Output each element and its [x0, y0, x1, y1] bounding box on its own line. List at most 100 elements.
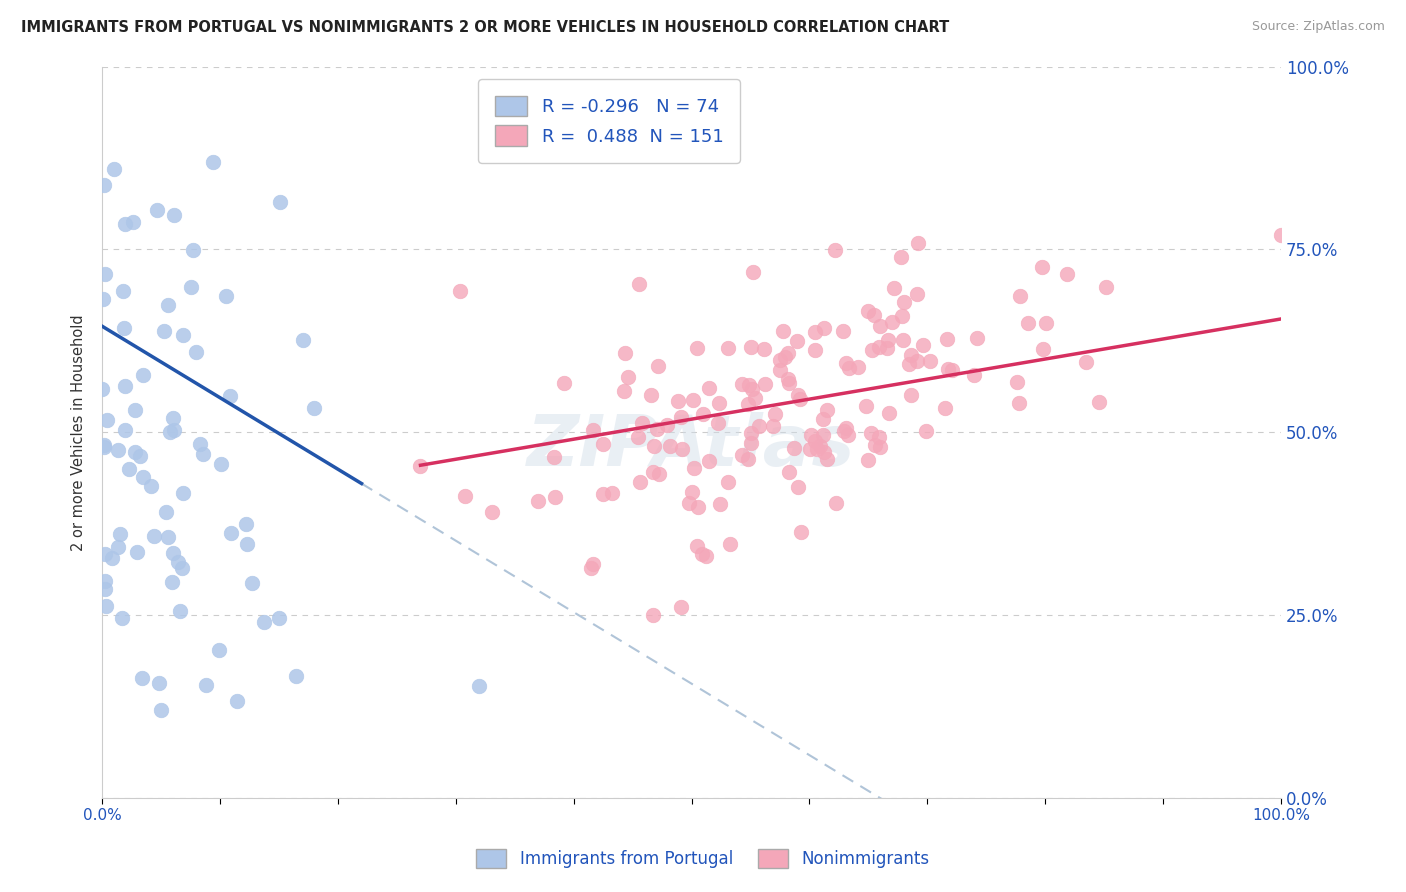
- Point: [157, 298, 180, 312]
- Point: [163, 208, 186, 222]
- Point: [124, 445, 146, 459]
- Point: [93, 292, 115, 306]
- Point: [697, 453, 720, 467]
- Point: [129, 450, 152, 464]
- Point: [740, 340, 762, 354]
- Point: [118, 462, 141, 476]
- Text: IMMIGRANTS FROM PORTUGAL VS NONIMMIGRANTS 2 OR MORE VEHICLES IN HOUSEHOLD CORREL: IMMIGRANTS FROM PORTUGAL VS NONIMMIGRANT…: [21, 20, 949, 35]
- Point: [146, 203, 169, 218]
- Point: [882, 315, 904, 329]
- Point: [838, 361, 860, 376]
- Legend: Immigrants from Portugal, Nonimmigrants: Immigrants from Portugal, Nonimmigrants: [470, 843, 936, 875]
- Point: [855, 399, 877, 413]
- Point: [1270, 227, 1292, 242]
- Point: [253, 615, 276, 629]
- Point: [860, 343, 883, 357]
- Point: [225, 694, 247, 708]
- Point: [783, 441, 806, 455]
- Point: [813, 444, 835, 458]
- Point: [172, 486, 194, 500]
- Point: [863, 308, 886, 322]
- Point: [1007, 376, 1029, 390]
- Point: [731, 448, 754, 462]
- Point: [682, 393, 704, 408]
- Point: [148, 675, 170, 690]
- Point: [742, 265, 765, 279]
- Point: [686, 539, 709, 553]
- Point: [236, 537, 259, 551]
- Point: [93, 440, 115, 454]
- Point: [186, 345, 208, 359]
- Point: [101, 550, 124, 565]
- Point: [778, 376, 800, 391]
- Point: [190, 437, 212, 451]
- Point: [93, 178, 115, 192]
- Point: [688, 500, 710, 514]
- Point: [808, 439, 831, 453]
- Point: [132, 470, 155, 484]
- Point: [631, 416, 654, 430]
- Point: [769, 362, 792, 376]
- Point: [481, 505, 503, 519]
- Point: [162, 546, 184, 560]
- Point: [832, 324, 855, 338]
- Point: [641, 608, 664, 623]
- Point: [304, 401, 326, 415]
- Point: [201, 154, 224, 169]
- Point: [579, 561, 602, 575]
- Point: [114, 424, 136, 438]
- Point: [918, 353, 941, 368]
- Point: [157, 530, 180, 544]
- Point: [963, 368, 986, 382]
- Point: [671, 599, 693, 614]
- Point: [643, 439, 665, 453]
- Point: [659, 439, 682, 453]
- Point: [180, 280, 202, 294]
- Point: [132, 368, 155, 382]
- Point: [737, 378, 759, 392]
- Point: [1056, 267, 1078, 281]
- Point: [640, 388, 662, 402]
- Point: [94, 267, 117, 281]
- Point: [799, 442, 821, 456]
- Point: [544, 490, 567, 504]
- Point: [825, 496, 848, 510]
- Point: [527, 493, 550, 508]
- Point: [824, 244, 846, 258]
- Point: [706, 416, 728, 430]
- Point: [284, 669, 307, 683]
- Point: [811, 428, 834, 442]
- Point: [96, 413, 118, 427]
- Point: [717, 475, 740, 489]
- Point: [682, 460, 704, 475]
- Point: [103, 161, 125, 176]
- Point: [582, 558, 605, 572]
- Point: [769, 353, 792, 368]
- Y-axis label: 2 or more Vehicles in Household: 2 or more Vehicles in Household: [72, 314, 86, 550]
- Point: [163, 423, 186, 437]
- Point: [905, 354, 928, 368]
- Point: [936, 332, 959, 346]
- Point: [666, 393, 689, 408]
- Point: [859, 426, 882, 441]
- Point: [195, 678, 218, 692]
- Point: [1088, 394, 1111, 409]
- Point: [740, 435, 762, 450]
- Point: [627, 430, 650, 444]
- Point: [449, 284, 471, 298]
- Point: [692, 547, 714, 561]
- Point: [787, 388, 810, 402]
- Point: [806, 442, 828, 457]
- Point: [641, 466, 664, 480]
- Point: [219, 525, 242, 540]
- Point: [215, 289, 238, 303]
- Point: [804, 326, 827, 340]
- Point: [94, 599, 117, 614]
- Point: [114, 379, 136, 393]
- Point: [695, 549, 717, 564]
- Point: [890, 309, 912, 323]
- Point: [131, 671, 153, 685]
- Point: [868, 429, 890, 443]
- Point: [127, 544, 149, 558]
- Point: [1008, 396, 1031, 410]
